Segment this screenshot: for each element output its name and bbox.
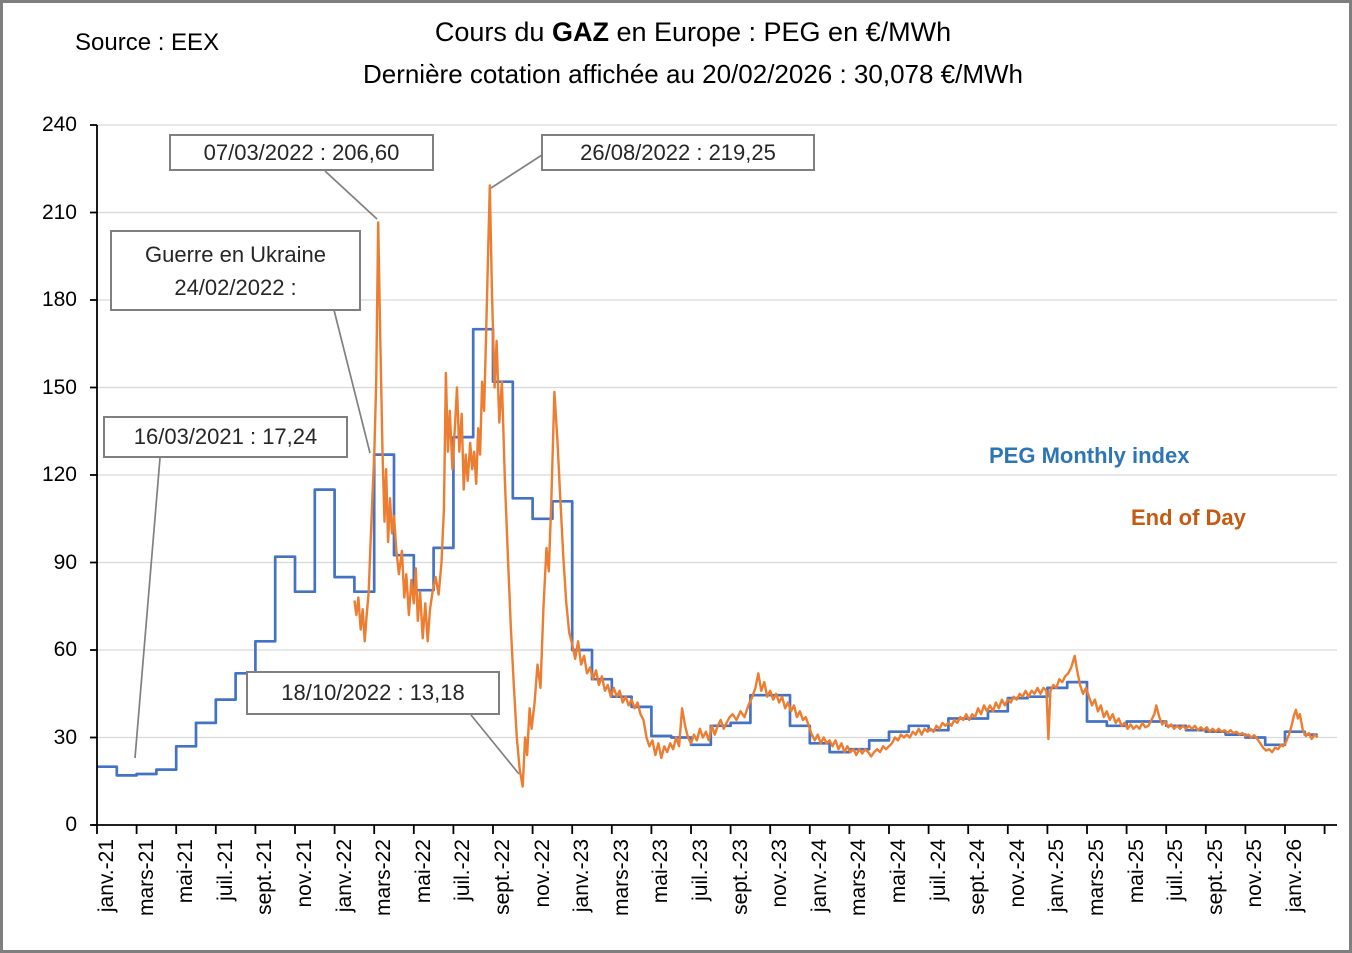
annotation-leader-line (333, 309, 371, 454)
annotation-leader-line (134, 457, 161, 759)
x-axis-label: sept.-23 (728, 839, 752, 915)
annotation-low-oct2022: 18/10/2022 : 13,18 (246, 671, 500, 715)
chart-title-suffix: en Europe : PEG en €/MWh (608, 17, 952, 47)
x-axis-label: mai-21 (174, 839, 198, 904)
annotation-low-mar2021: 16/03/2021 : 17,24 (103, 416, 348, 458)
x-axis-label: nov.-24 (1005, 839, 1029, 908)
y-axis-label: 180 (41, 288, 77, 311)
x-axis-label: janv.-21 (94, 839, 118, 913)
x-axis-label: sept.-22 (490, 839, 514, 915)
x-axis-label: janv.-26 (1282, 839, 1306, 913)
y-axis-label: 210 (41, 200, 77, 224)
x-axis-label: mars-23 (609, 839, 633, 917)
annotation-peak-aug2022: 26/08/2022 : 219,25 (541, 134, 815, 171)
x-axis-label: janv.-23 (570, 839, 594, 913)
legend-peg-monthly-index: PEG Monthly index (989, 443, 1190, 468)
x-axis-label: juil.-23 (688, 839, 712, 901)
x-axis-label: juil.-25 (1164, 839, 1188, 901)
x-axis-label: nov.-23 (768, 839, 792, 908)
x-axis-label: mars-24 (847, 839, 871, 917)
series-peg-monthly-line (97, 327, 1318, 777)
x-axis-label: janv.-25 (1045, 839, 1069, 913)
x-axis-label: mars-25 (1084, 839, 1108, 917)
x-axis-label: nov.-21 (292, 839, 316, 908)
x-axis-label: janv.-24 (807, 839, 831, 913)
y-axis-label: 150 (41, 375, 77, 399)
source-label: Source : EEX (75, 29, 220, 56)
annotation-war-line2: 24/02/2022 : (174, 274, 297, 300)
annotation-leader-line (490, 154, 543, 189)
x-axis-label: mars-21 (134, 839, 158, 917)
legend-end-of-day: End of Day (1131, 505, 1246, 530)
chart-title-prefix: Cours du (434, 17, 552, 47)
y-axis-label: 60 (53, 638, 77, 661)
y-axis-label: 0 (65, 813, 77, 836)
x-axis-label: sept.-25 (1203, 839, 1227, 915)
chart-title-bold: GAZ (551, 17, 609, 47)
x-axis-label: janv.-22 (332, 839, 356, 913)
x-axis-label: juil.-24 (926, 839, 950, 901)
x-axis-label: nov.-25 (1243, 839, 1267, 908)
x-axis-label: juil.-21 (213, 839, 237, 901)
x-axis-label: mai-25 (1124, 839, 1148, 904)
annotation-war-line1: Guerre en Ukraine (145, 241, 326, 267)
x-axis-label: mai-24 (886, 839, 910, 904)
x-axis-label: mai-22 (411, 839, 435, 904)
y-axis-label: 120 (41, 463, 77, 486)
x-axis-label: juil.-22 (451, 839, 475, 901)
x-axis-label: sept.-21 (253, 839, 277, 915)
x-axis-label: mai-23 (649, 839, 673, 904)
annotation-war-ukraine: Guerre en Ukraine 24/02/2022 : (110, 230, 361, 311)
annotation-peak-mar2022: 07/03/2022 : 206,60 (169, 134, 434, 171)
y-axis-label: 240 (41, 113, 77, 136)
y-axis-label: 90 (53, 550, 77, 574)
x-axis-label: nov.-22 (530, 839, 554, 908)
chart-title: Cours du GAZ en Europe : PEG en €/MWh (283, 17, 1103, 48)
series-end-of-day-line (353, 184, 1319, 788)
annotation-leader-line (324, 170, 378, 220)
annotation-leader-line (470, 714, 520, 775)
chart-subtitle: Dernière cotation affichée au 20/02/2026… (362, 59, 1024, 89)
x-axis-label: sept.-24 (966, 839, 990, 915)
y-axis-label: 30 (53, 725, 77, 749)
x-axis-label: mars-22 (372, 839, 396, 917)
